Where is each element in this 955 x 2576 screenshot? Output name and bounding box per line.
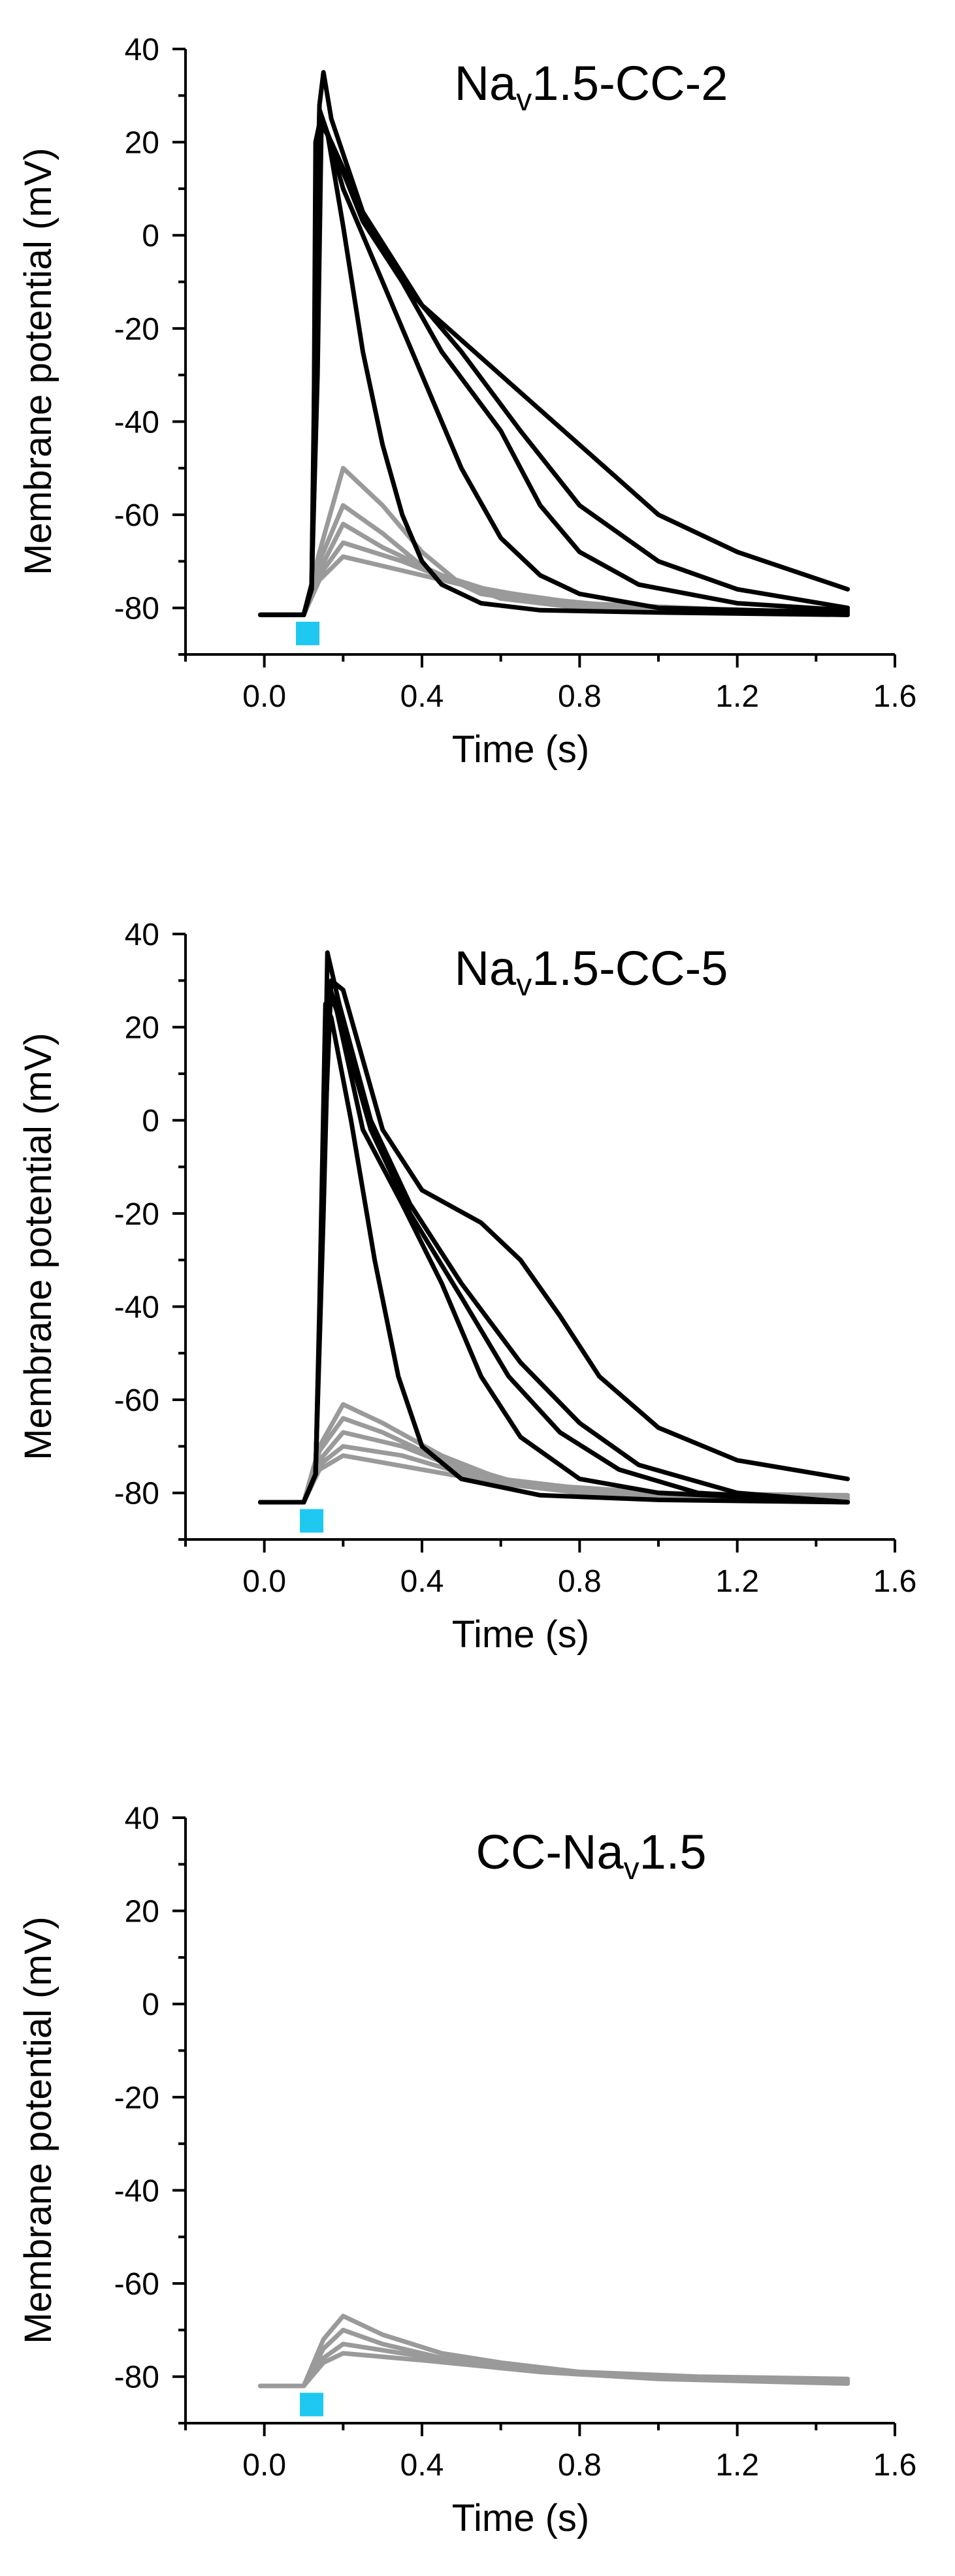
- trace-ap-2: [258, 121, 850, 617]
- panel-title-subscript: v: [516, 83, 532, 118]
- y-axis-title: Membrane potential (mV): [17, 148, 59, 575]
- x-tick-label: 0.0: [242, 1564, 286, 1599]
- panel-title: CC-Nav1.5: [476, 1825, 707, 1886]
- panel-title-prefix: Na: [455, 941, 517, 995]
- panel-title-suffix: 1.5-CC-5: [532, 941, 728, 995]
- x-tick-label: 0.4: [400, 1564, 444, 1599]
- panel-title-suffix: 1.5-CC-2: [532, 56, 728, 110]
- y-tick-label: -20: [114, 1197, 159, 1232]
- trace-ap-4: [258, 107, 850, 617]
- y-tick-label: -60: [114, 498, 159, 533]
- y-tick-label: 20: [125, 1895, 159, 1929]
- x-tick-label: 1.6: [873, 679, 917, 714]
- y-axis-title: Membrane potential (mV): [17, 1033, 59, 1460]
- y-tick-label: -40: [114, 2174, 159, 2208]
- y-tick-label: 40: [125, 918, 159, 952]
- panel-title-prefix: Na: [455, 56, 517, 110]
- stimulus-marker: [300, 2392, 324, 2417]
- y-tick-label: 0: [142, 1104, 159, 1138]
- x-axis-title: Time (s): [452, 1613, 589, 1656]
- y-tick-label: -40: [114, 1290, 159, 1325]
- y-tick-label: 0: [142, 219, 159, 253]
- y-tick-label: 0: [142, 1988, 159, 2022]
- panel-title-subscript: v: [516, 968, 532, 1003]
- stimulus-marker: [296, 621, 320, 645]
- trace-ap-5: [258, 70, 850, 617]
- x-tick-label: 0.0: [242, 679, 286, 714]
- x-tick-label: 0.4: [400, 679, 444, 714]
- x-tick-label: 1.2: [715, 2448, 759, 2483]
- y-tick-label: 40: [125, 1801, 159, 1836]
- x-tick-label: 0.4: [400, 2448, 444, 2483]
- trace-sub-1: [258, 2313, 850, 2389]
- x-tick-label: 0.0: [242, 2448, 286, 2483]
- trace-sub-4: [258, 2351, 850, 2389]
- trace-ap-5: [258, 978, 850, 1505]
- x-axis-title: Time (s): [452, 728, 589, 771]
- panel-title-suffix: 1.5: [639, 1825, 707, 1879]
- x-tick-label: 1.6: [873, 2448, 917, 2483]
- panel-title-prefix: CC-Na: [476, 1825, 624, 1879]
- y-tick-label: 40: [125, 33, 159, 67]
- panel-3: 40 20 0 -20 -40 -60 -80 0.0 0.4 0.8 1.2 1.6 Time (s)…: [17, 1801, 916, 2539]
- y-tick-label: -80: [114, 1477, 159, 1511]
- y-tick-label: -20: [114, 312, 159, 347]
- panel-2: 40 20 0 -20 -40 -60 -80 0.0 0.4 0.8 1.2 1.6 Time (s)…: [17, 918, 916, 1656]
- y-tick-label: -80: [114, 592, 159, 626]
- x-tick-label: 1.6: [873, 1564, 917, 1599]
- panel-title: Nav1.5-CC-2: [455, 56, 728, 118]
- y-tick-label: -80: [114, 2360, 159, 2395]
- panel-title-subscript: v: [624, 1852, 639, 1886]
- panel-title: Nav1.5-CC-5: [455, 941, 728, 1003]
- x-tick-label: 0.8: [558, 1564, 602, 1599]
- x-axis-title: Time (s): [452, 2497, 589, 2539]
- y-tick-label: -40: [114, 405, 159, 440]
- y-tick-label: 20: [125, 126, 159, 161]
- y-tick-label: -20: [114, 2081, 159, 2116]
- x-tick-label: 0.8: [558, 679, 602, 714]
- panel-1: 40 20 0 -20 -40 -60 -80 0.0 0.4 0.8 1.2 1.6 Time (s)…: [17, 33, 916, 771]
- x-tick-label: 0.8: [558, 2448, 602, 2483]
- y-axis-title: Membrane potential (mV): [17, 1916, 59, 2343]
- y-tick-label: -60: [114, 1383, 159, 1418]
- y-tick-label: -60: [114, 2267, 159, 2302]
- stimulus-marker: [300, 1509, 324, 1533]
- x-tick-label: 1.2: [715, 1564, 759, 1599]
- x-tick-label: 1.2: [715, 679, 759, 714]
- y-tick-label: 20: [125, 1011, 159, 1046]
